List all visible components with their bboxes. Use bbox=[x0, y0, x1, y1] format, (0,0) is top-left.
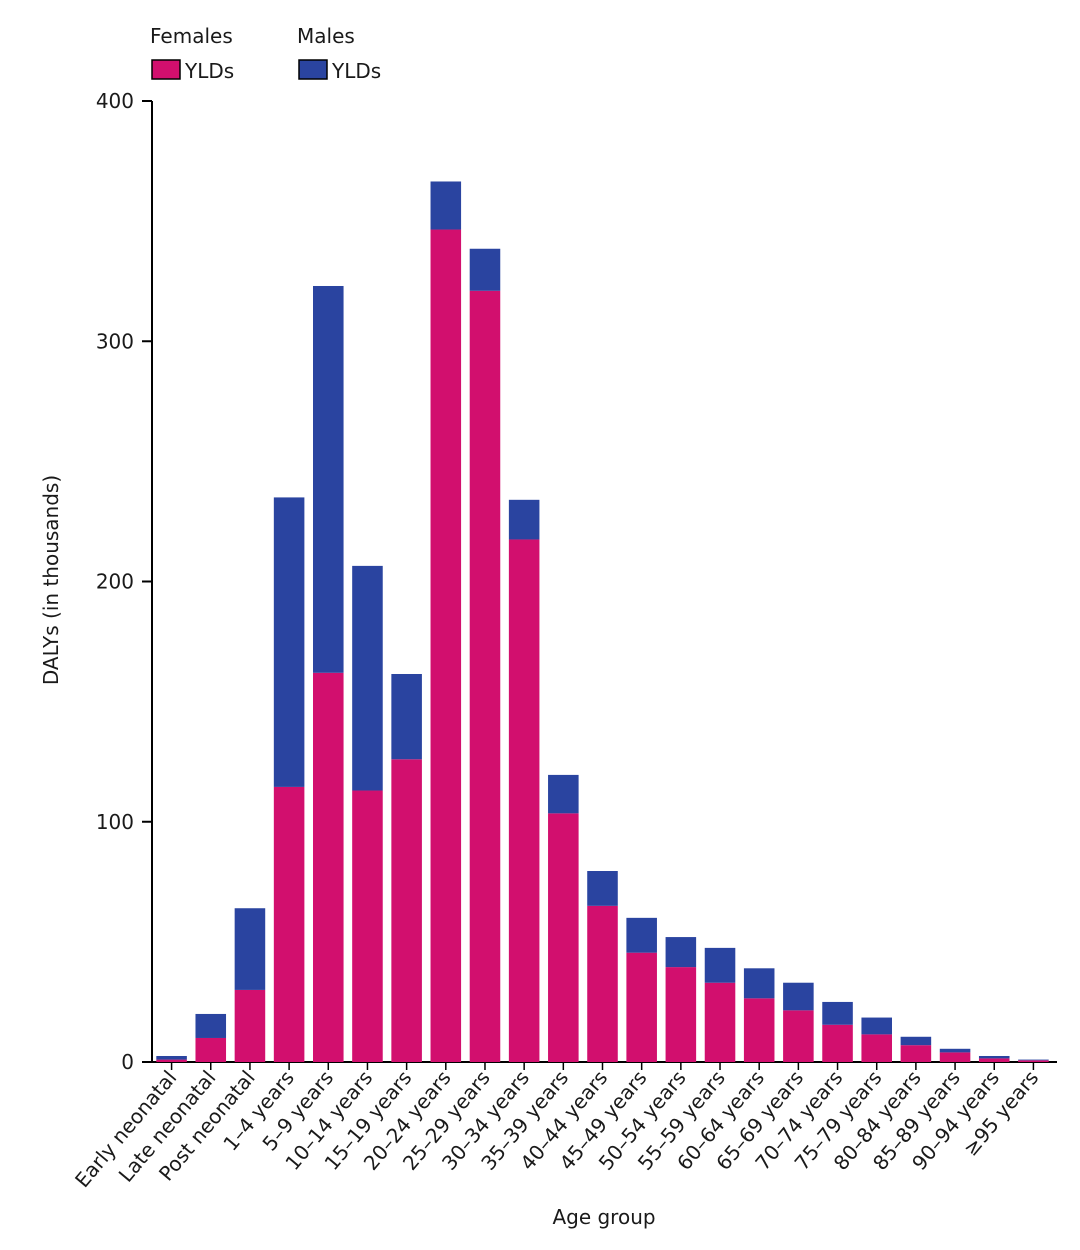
bar-segment bbox=[822, 1024, 853, 1062]
y-tick-label: 300 bbox=[96, 329, 134, 353]
bar-segment bbox=[665, 967, 697, 1062]
legend-group: Females bbox=[150, 24, 233, 48]
bar-segment bbox=[156, 1059, 187, 1062]
bar-segment bbox=[548, 774, 579, 814]
bar-segment bbox=[508, 539, 540, 1062]
bar-segment bbox=[822, 1001, 853, 1025]
bar-segment bbox=[195, 1037, 227, 1062]
bar-segment bbox=[234, 989, 266, 1062]
bar-segment bbox=[391, 673, 422, 760]
bar-segment bbox=[861, 1017, 892, 1035]
bar-segment bbox=[313, 285, 344, 673]
y-tick-label: 400 bbox=[96, 89, 134, 113]
bar-segment bbox=[391, 759, 422, 1062]
y-tick-label: 100 bbox=[96, 810, 134, 834]
bar-segment bbox=[352, 565, 383, 791]
bar-segment bbox=[273, 786, 305, 1062]
bar-segment bbox=[195, 1013, 227, 1038]
bar-segment bbox=[939, 1052, 971, 1062]
bar-segment bbox=[900, 1036, 932, 1046]
bar-segment bbox=[626, 917, 657, 953]
bar-segment bbox=[469, 248, 501, 291]
bar-segment bbox=[234, 908, 266, 990]
bar-segment bbox=[626, 952, 657, 1062]
bar-segment bbox=[156, 1055, 187, 1060]
bar-segment bbox=[939, 1048, 971, 1053]
bar-segment bbox=[352, 790, 383, 1062]
bar-segment bbox=[665, 937, 697, 968]
legend-label: YLDs bbox=[331, 59, 381, 83]
bar-segment bbox=[704, 947, 736, 983]
y-tick-label: 200 bbox=[96, 570, 134, 594]
legend-swatch bbox=[298, 59, 328, 80]
bar-segment bbox=[1018, 1059, 1049, 1061]
legend-swatch bbox=[151, 59, 181, 80]
bar-segment bbox=[978, 1058, 1010, 1062]
bar-segment bbox=[313, 672, 344, 1062]
bar-segment bbox=[861, 1034, 892, 1062]
y-tick-label: 0 bbox=[121, 1050, 134, 1074]
bar-segment bbox=[548, 813, 579, 1062]
bar-segment bbox=[783, 982, 814, 1011]
bar-segment bbox=[430, 229, 462, 1062]
y-axis-label: DALYs (in thousands) bbox=[39, 475, 63, 685]
x-axis-label: Age group bbox=[552, 1205, 655, 1229]
bar-segment bbox=[430, 181, 462, 230]
bar-segment bbox=[978, 1055, 1010, 1059]
legend-group: Males bbox=[297, 24, 355, 48]
bar-segment bbox=[587, 871, 618, 906]
legend-label: YLDs bbox=[184, 59, 234, 83]
bar-segment bbox=[900, 1045, 932, 1062]
bar-segment bbox=[783, 1010, 814, 1062]
bar-segment bbox=[469, 290, 501, 1062]
bar-segment bbox=[743, 968, 775, 999]
bar-segment bbox=[743, 998, 775, 1062]
bar-segment bbox=[704, 982, 736, 1062]
bar-segment bbox=[1018, 1060, 1049, 1062]
bar-segment bbox=[273, 497, 305, 787]
bar-segment bbox=[587, 905, 618, 1062]
bar-segment bbox=[508, 499, 540, 540]
